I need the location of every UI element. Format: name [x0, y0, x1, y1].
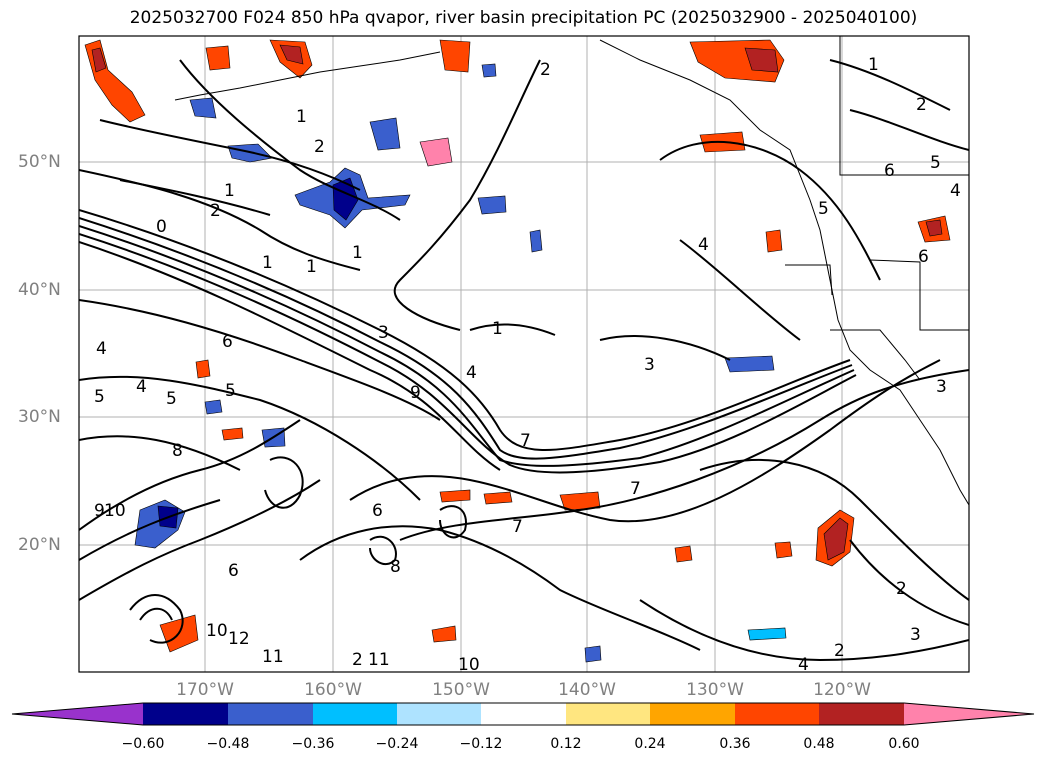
precip-positive-areas: [84, 39, 951, 653]
contour-label: 1: [296, 107, 307, 127]
contour-label: 2: [834, 641, 845, 661]
contour-label: 5: [166, 389, 177, 409]
colorbar-extend-high: [904, 703, 1034, 725]
contour-label: 7: [512, 517, 523, 537]
colorbar-segment: [650, 703, 735, 725]
lon-label: 160°W: [304, 680, 362, 700]
contour-label: 6: [918, 247, 929, 267]
colorbar-segment: [735, 703, 819, 725]
coastlines: [174, 36, 969, 506]
map-panel: [79, 36, 969, 672]
colorbar-tick-label: 0.60: [888, 736, 920, 752]
contour-label: 8: [172, 441, 183, 461]
map-title: 2025032700 F024 850 hPa qvapor, river ba…: [129, 8, 918, 28]
colorbar-tick-label: 0.48: [803, 736, 835, 752]
contour-label: 1: [352, 243, 363, 263]
contour-label: 4: [798, 655, 809, 675]
lat-label: 20°N: [18, 535, 61, 555]
contour-label: 2: [314, 137, 325, 157]
contour-label: 5: [94, 387, 105, 407]
contour-label: 2: [210, 201, 221, 221]
contour-label: 5: [930, 153, 941, 173]
contour-label: 6: [372, 501, 383, 521]
colorbar-outline: [11, 702, 1035, 726]
contour-label: 11: [368, 650, 390, 670]
contour-label: 0: [156, 217, 167, 237]
lat-label: 30°N: [18, 407, 61, 427]
colorbar-segment: [143, 703, 228, 725]
colorbar-tick-label: 0.24: [634, 736, 666, 752]
colorbar-tick-label: 0.36: [719, 736, 751, 752]
contour-label: 12: [228, 629, 250, 649]
precip-negative-areas: [134, 63, 787, 663]
contour-label: 7: [520, 431, 531, 451]
colorbar-tick-label: −0.12: [459, 736, 503, 752]
contour-label: 2: [916, 95, 927, 115]
colorbar-segment: [481, 703, 566, 725]
contour-label: 2: [968, 337, 979, 357]
colorbar-segment: [397, 703, 481, 725]
contour-label: 10: [458, 655, 480, 675]
contour-label: 1: [306, 257, 317, 277]
contour-label: 3: [378, 323, 389, 343]
colorbar-tick-label: −0.48: [206, 736, 250, 752]
colorbar-segment: [228, 703, 313, 725]
colorbar-segment: [313, 703, 397, 725]
lon-label: 140°W: [558, 680, 616, 700]
contour-label: 6: [228, 561, 239, 581]
contour-label: 3: [644, 355, 655, 375]
colorbar-tick-label: −0.24: [375, 736, 419, 752]
contour-label: 4: [698, 235, 709, 255]
contour-label: 9: [410, 383, 421, 403]
contour-label: 2: [540, 60, 551, 80]
contour-label: 6: [222, 332, 233, 352]
colorbar-tick-label: −0.36: [291, 736, 335, 752]
contour-label: 1: [492, 319, 503, 339]
contour-label: 4: [466, 363, 477, 383]
colorbar: [11, 702, 1035, 726]
contour-label: 5: [225, 381, 236, 401]
contour-label: 2: [896, 579, 907, 599]
contour-label: 11: [262, 647, 284, 667]
contour-label: 10: [206, 621, 228, 641]
colorbar-tick-label: 0.12: [550, 736, 582, 752]
colorbar-segment: [819, 703, 904, 725]
contour-label: 7: [630, 479, 641, 499]
colorbar-segment: [566, 703, 650, 725]
lat-label: 50°N: [18, 152, 61, 172]
contour-label: 10: [104, 501, 126, 521]
lon-label: 150°W: [432, 680, 490, 700]
colorbar-tick-label: −0.60: [121, 736, 165, 752]
contour-label: 9: [94, 501, 105, 521]
map-frame: [78, 35, 970, 673]
contour-label: 8: [390, 557, 401, 577]
contour-label: 3: [936, 377, 947, 397]
lat-label: 40°N: [18, 280, 61, 300]
contour-label: 1: [224, 181, 235, 201]
contour-labels: 2 1 2 1 2 0 1 1 1 3 1 4 5 6 5 4 5 4 3 9 …: [94, 55, 979, 675]
contour-label: 2: [352, 650, 363, 670]
lon-label: 130°W: [686, 680, 744, 700]
colorbar-extend-low: [12, 703, 143, 725]
contour-label: 1: [262, 253, 273, 273]
lon-label: 170°W: [176, 680, 234, 700]
contour-label: 4: [136, 377, 147, 397]
contour-label: 3: [910, 625, 921, 645]
qvapor-contours: [79, 59, 969, 662]
contour-label: 5: [818, 199, 829, 219]
lon-label: 120°W: [813, 680, 871, 700]
contour-label: 1: [868, 55, 879, 75]
contour-label: 4: [96, 339, 107, 359]
contour-label: 6: [884, 161, 895, 181]
contour-label: 4: [950, 181, 961, 201]
